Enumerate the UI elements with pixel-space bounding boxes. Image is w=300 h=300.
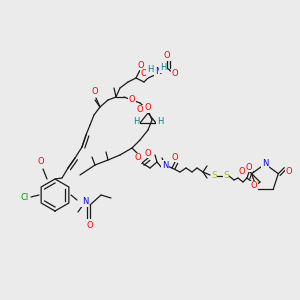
Text: O: O [246, 163, 252, 172]
Text: N: N [82, 197, 88, 206]
Text: O: O [38, 157, 44, 166]
Text: H: H [147, 65, 153, 74]
Text: O: O [145, 148, 151, 158]
Text: O: O [135, 154, 141, 163]
Text: S: S [211, 172, 217, 181]
Text: O: O [137, 106, 143, 115]
Text: N: N [155, 68, 161, 76]
Text: O: O [92, 88, 98, 97]
Text: N: N [162, 160, 168, 169]
Text: O: O [129, 95, 135, 104]
Text: O: O [87, 221, 93, 230]
Text: H: H [160, 64, 166, 73]
Text: O: O [172, 68, 178, 77]
Text: H: H [157, 116, 163, 125]
Text: Cl: Cl [21, 193, 29, 202]
Text: O: O [251, 182, 257, 190]
Text: H: H [133, 116, 139, 125]
Text: O: O [238, 167, 245, 176]
Text: O: O [138, 61, 144, 70]
Text: O: O [285, 167, 292, 176]
Text: O: O [145, 103, 151, 112]
Text: O: O [172, 152, 178, 161]
Text: O: O [141, 68, 147, 77]
Text: S: S [223, 172, 229, 181]
Text: O: O [164, 52, 170, 61]
Text: N: N [262, 160, 268, 169]
